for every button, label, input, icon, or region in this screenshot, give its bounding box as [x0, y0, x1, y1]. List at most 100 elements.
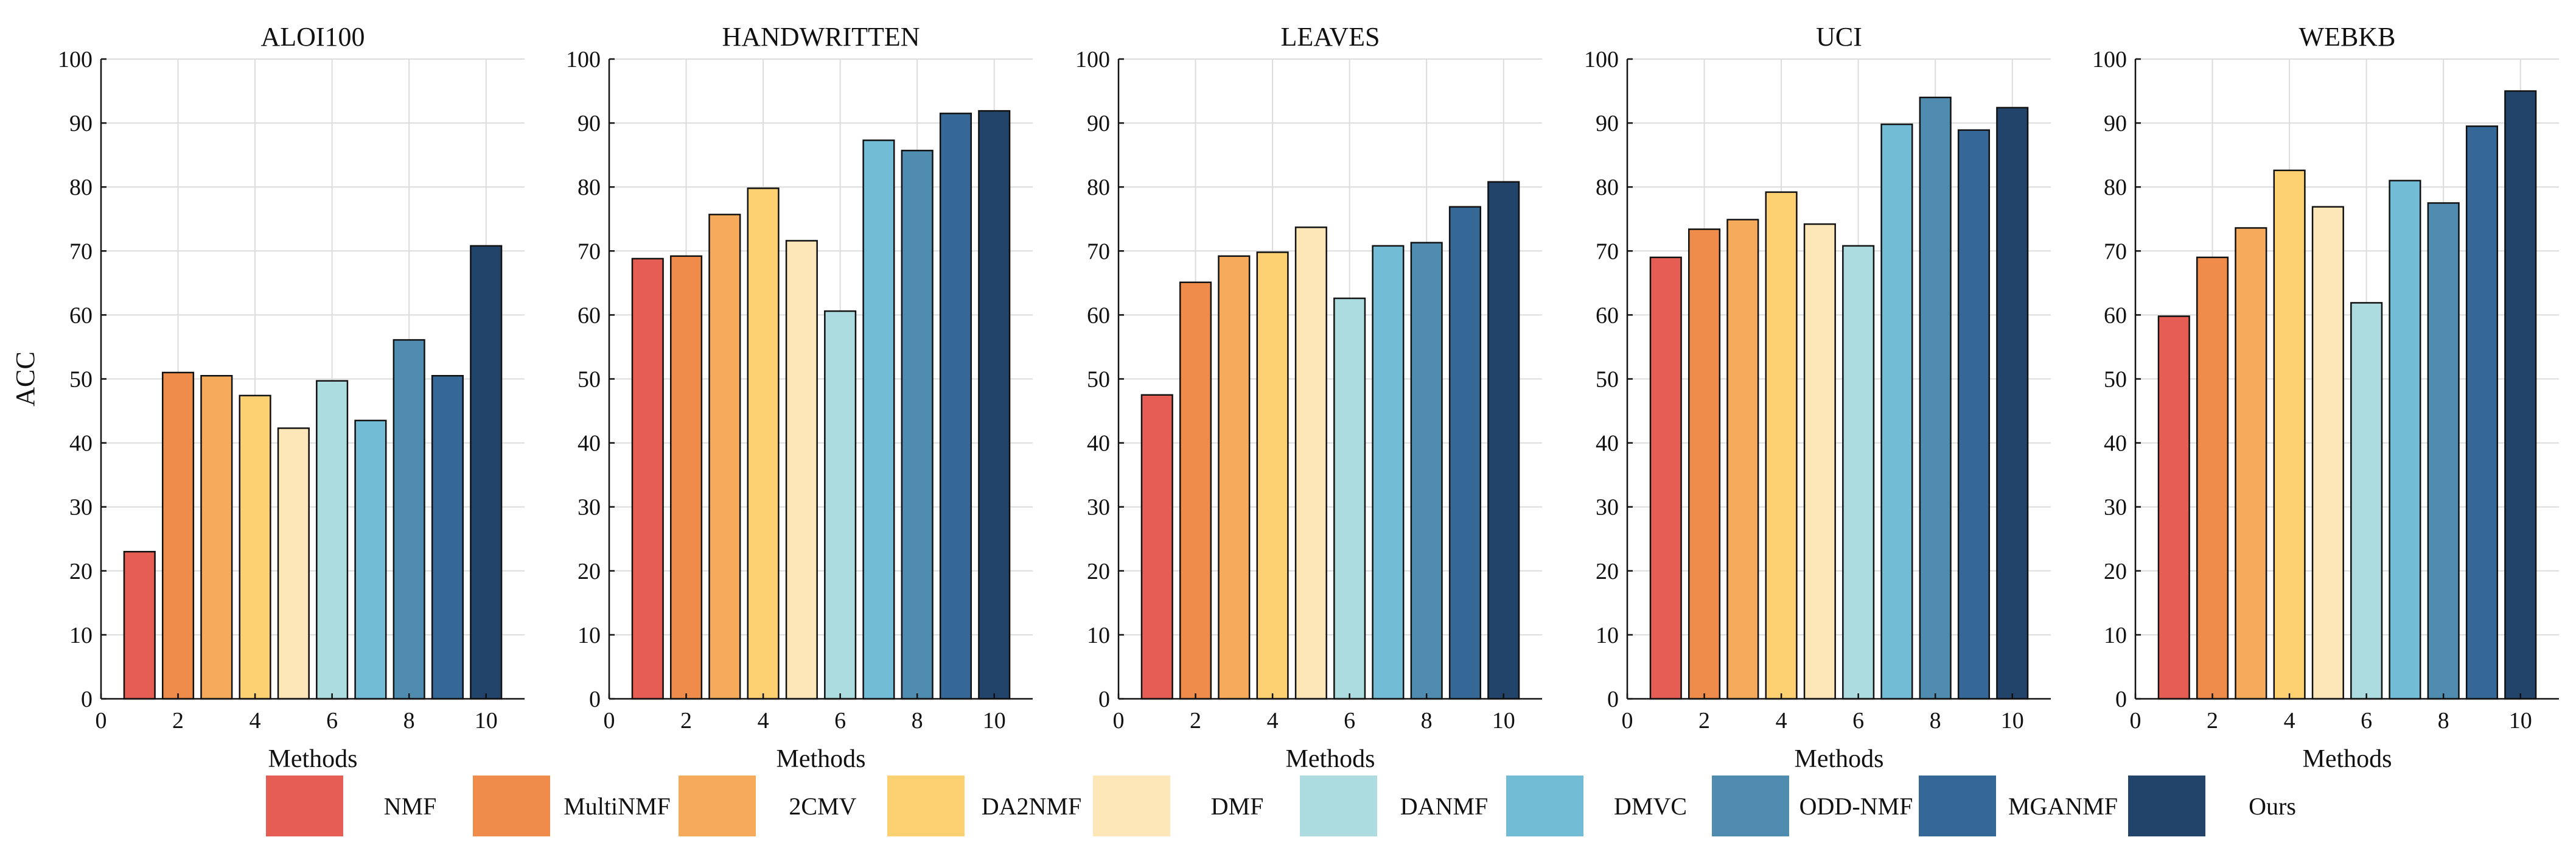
x-tick-label: 10 [1492, 708, 1515, 734]
legend-label-ours: Ours [2249, 793, 2296, 820]
y-tick-label: 60 [578, 303, 601, 328]
y-tick-label: 70 [578, 239, 601, 264]
legend-swatch-2cmv [679, 776, 756, 836]
bar-aloi100-nmf [124, 552, 155, 699]
y-tick-label: 60 [1087, 303, 1110, 328]
y-tick-label: 20 [578, 559, 601, 584]
x-tick-label: 2 [172, 708, 184, 734]
bar-aloi100-ours [470, 246, 501, 699]
y-tick-label: 50 [2104, 367, 2127, 393]
x-tick-label: 6 [326, 708, 338, 734]
legend-swatch-da2nmf [887, 776, 965, 836]
y-tick-label: 30 [69, 495, 92, 520]
bar-leaves-mganmf [1450, 207, 1481, 699]
x-tick-label: 6 [1852, 708, 1864, 734]
panel-title-aloi100: ALOI100 [260, 22, 365, 52]
legend-swatch-ours [2128, 776, 2205, 836]
legend-swatch-odd-nmf [1712, 776, 1789, 836]
x-axis-label: Methods [2303, 745, 2392, 773]
y-tick-label: 50 [69, 367, 92, 393]
y-tick-label: 30 [578, 495, 601, 520]
bar-leaves-odd-nmf [1411, 243, 1442, 699]
x-tick-label: 4 [1776, 708, 1787, 734]
y-tick-label: 90 [1596, 111, 1619, 136]
bar-aloi100-2cmv [201, 376, 232, 699]
y-tick-label: 30 [2104, 495, 2127, 520]
y-tick-label: 50 [1596, 367, 1619, 393]
bar-handwritten-odd-nmf [902, 150, 933, 699]
bar-uci-odd-nmf [1920, 97, 1951, 699]
y-tick-label: 70 [1087, 239, 1110, 264]
bar-aloi100-dmvc [355, 421, 386, 699]
y-tick-label: 90 [1087, 111, 1110, 136]
bar-leaves-da2nmf [1257, 252, 1288, 699]
legend-label-dmvc: DMVC [1614, 793, 1687, 820]
legend-swatch-nmf [266, 776, 343, 836]
x-tick-label: 8 [1930, 708, 1941, 734]
y-tick-label: 80 [2104, 175, 2127, 200]
y-tick-label: 30 [1596, 495, 1619, 520]
y-tick-label: 80 [578, 175, 601, 200]
y-tick-label: 100 [1584, 47, 1619, 72]
bar-webkb-multinmf [2197, 257, 2228, 699]
y-tick-label: 70 [2104, 239, 2127, 264]
y-tick-label: 10 [69, 623, 92, 648]
x-tick-label: 4 [758, 708, 769, 734]
bar-handwritten-da2nmf [748, 188, 779, 699]
bar-uci-dmf [1804, 224, 1835, 699]
bar-handwritten-nmf [632, 259, 663, 699]
y-tick-label: 0 [2115, 687, 2127, 712]
y-tick-label: 30 [1087, 495, 1110, 520]
bar-uci-mganmf [1958, 130, 1989, 699]
x-tick-label: 10 [2509, 708, 2532, 734]
x-tick-label: 0 [2130, 708, 2141, 734]
y-tick-label: 100 [58, 47, 92, 72]
bar-handwritten-dmf [786, 240, 817, 699]
bar-uci-ours [1997, 108, 2028, 699]
legend-label-dmf: DMF [1211, 793, 1264, 820]
x-tick-label: 10 [475, 708, 498, 734]
y-tick-label: 60 [1596, 303, 1619, 328]
x-tick-label: 8 [1421, 708, 1433, 734]
legend-label-mganmf: MGANMF [2008, 793, 2118, 820]
legend-swatch-dmvc [1506, 776, 1583, 836]
x-tick-label: 0 [96, 708, 107, 734]
panel-title-webkb: WEBKB [2299, 22, 2396, 52]
bar-leaves-2cmv [1219, 256, 1250, 699]
y-tick-label: 0 [1607, 687, 1619, 712]
bar-aloi100-mganmf [432, 376, 463, 699]
y-tick-label: 20 [1596, 559, 1619, 584]
legend-swatch-dmf [1093, 776, 1170, 836]
x-tick-label: 8 [912, 708, 923, 734]
legend-label-danmf: DANMF [1400, 793, 1488, 820]
bar-handwritten-multinmf [671, 256, 702, 699]
y-axis-label: ACC [10, 351, 40, 406]
y-tick-label: 70 [69, 239, 92, 264]
x-tick-label: 6 [834, 708, 846, 734]
x-tick-label: 8 [403, 708, 415, 734]
y-tick-label: 100 [2092, 47, 2127, 72]
y-tick-label: 60 [69, 303, 92, 328]
bar-leaves-dmf [1296, 227, 1327, 699]
legend-swatch-multinmf [473, 776, 550, 836]
y-tick-label: 20 [2104, 559, 2127, 584]
x-tick-label: 8 [2438, 708, 2449, 734]
panel-title-uci: UCI [1816, 22, 1862, 52]
y-tick-label: 10 [1087, 623, 1110, 648]
bar-aloi100-danmf [316, 381, 347, 699]
bar-aloi100-dmf [278, 428, 309, 699]
y-tick-label: 80 [69, 175, 92, 200]
bar-uci-nmf [1650, 257, 1681, 699]
y-tick-label: 0 [81, 687, 92, 712]
legend-label-nmf: NMF [384, 793, 437, 820]
y-tick-label: 10 [578, 623, 601, 648]
panel-title-handwritten: HANDWRITTEN [722, 22, 920, 52]
x-tick-label: 2 [1190, 708, 1201, 734]
bar-webkb-odd-nmf [2428, 203, 2459, 699]
y-tick-label: 80 [1596, 175, 1619, 200]
bar-uci-multinmf [1689, 229, 1720, 699]
bar-aloi100-multinmf [162, 373, 194, 699]
y-tick-label: 100 [1075, 47, 1110, 72]
legend-label-da2nmf: DA2NMF [982, 793, 1081, 820]
bar-handwritten-2cmv [710, 214, 741, 699]
